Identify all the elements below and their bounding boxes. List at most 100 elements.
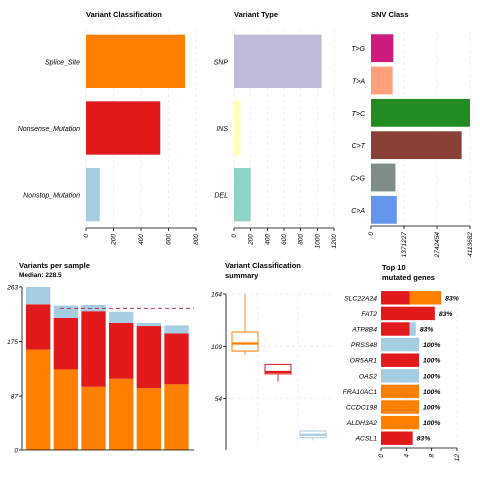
gene-label: ALDH3A2 <box>346 420 377 427</box>
x-tick-label: 800 <box>298 234 305 245</box>
stacked-bar-segment <box>136 322 162 327</box>
gene-bar-segment <box>409 322 416 336</box>
gene-bar-segment <box>381 322 410 336</box>
gene-label: CCDC198 <box>346 405 377 412</box>
percent-label: 83% <box>420 327 434 334</box>
snv-title: SNV Class <box>371 10 409 19</box>
percent-label: 83% <box>417 436 431 443</box>
gene-label: SLC22A24 <box>344 295 377 302</box>
vcs-subtitle: summary <box>225 271 259 280</box>
gene-bar-segment <box>381 337 419 352</box>
stacked-bar-segment <box>164 384 189 450</box>
y-tick-label: 0 <box>14 448 18 455</box>
gene-label: ATP8B4 <box>351 327 377 334</box>
percent-label: 100% <box>423 420 440 427</box>
x-tick-label: 200 <box>111 234 118 246</box>
x-tick-label: 200 <box>248 234 255 246</box>
x-tick-label: 12 <box>454 454 461 462</box>
x-tick-label: 4113682 <box>467 232 474 257</box>
stacked-bar-segment <box>53 369 79 450</box>
gene-bar-segment <box>381 400 419 414</box>
stacked-bar-segment <box>26 287 51 305</box>
x-tick-label: 4 <box>403 454 410 458</box>
stacked-bar-segment <box>81 386 106 450</box>
bar-t-a <box>371 66 393 95</box>
y-tick-label: 87 <box>11 394 19 401</box>
y-tick-label: 109 <box>211 344 222 351</box>
gene-bar-segment <box>381 353 419 367</box>
category-label: C>G <box>350 176 365 183</box>
vt-title: Variant Type <box>234 10 278 19</box>
x-tick-label: 0 <box>368 232 375 236</box>
x-tick-label: 1371227 <box>401 232 408 258</box>
bar-splice-site <box>86 34 185 88</box>
bar-ins <box>234 101 241 155</box>
bar-snp <box>234 34 322 88</box>
x-tick-label: 800 <box>193 234 200 245</box>
gene-label: PRSS48 <box>351 342 377 349</box>
stacked-bar-segment <box>136 388 162 450</box>
gene-bar-segment <box>381 291 410 305</box>
category-label: Splice_Site <box>45 59 80 66</box>
y-tick-label: 175 <box>7 339 18 346</box>
stacked-bar-segment <box>53 305 79 318</box>
category-label: T>G <box>351 46 365 53</box>
bar-t-c <box>371 98 470 127</box>
x-tick-label: 0 <box>378 454 385 458</box>
x-tick-label: 600 <box>281 234 288 245</box>
stacked-bar-segment <box>53 317 79 370</box>
box <box>264 363 292 375</box>
category-label: Nonsense_Mutation <box>18 126 80 133</box>
x-tick-label: 8 <box>429 454 436 458</box>
stacked-bar-segment <box>164 325 189 334</box>
bar-c-t <box>371 131 462 160</box>
x-tick-label: 0 <box>231 234 238 238</box>
gene-bar-segment <box>381 415 419 430</box>
percent-label: 83% <box>439 311 453 318</box>
category-label: Nonstop_Mutation <box>23 193 80 200</box>
stacked-bar-segment <box>81 311 106 387</box>
gene-bar-segment <box>381 306 435 321</box>
stacked-bar-segment <box>109 378 134 450</box>
vc-title: Variant Classification <box>86 10 162 19</box>
percent-label: 83% <box>445 295 459 302</box>
gene-bar-segment <box>409 291 442 305</box>
x-tick-label: 400 <box>138 234 145 245</box>
bar-c-g <box>371 163 396 192</box>
x-tick-label: 400 <box>264 234 271 245</box>
percent-label: 100% <box>423 405 440 412</box>
top10-subtitle: mutated genes <box>382 273 435 282</box>
stacked-bar-segment <box>136 326 162 389</box>
y-tick-label: 263 <box>6 285 18 292</box>
percent-label: 100% <box>423 373 440 380</box>
x-tick-label: 2742454 <box>434 232 441 259</box>
variant-classification-summary-panel: 54 109 164 <box>211 292 334 450</box>
vcs-title: Variant Classification <box>225 261 301 270</box>
category-label: INS <box>216 126 228 133</box>
gene-bar-segment <box>381 369 419 383</box>
percent-label: 100% <box>423 358 440 365</box>
box <box>231 331 259 352</box>
stacked-bar-segment <box>109 311 134 323</box>
y-tick-label: 164 <box>211 292 222 299</box>
x-tick-label: 600 <box>166 234 173 245</box>
percent-label: 100% <box>423 342 440 349</box>
category-label: T>A <box>352 79 365 86</box>
gene-label: FAT2 <box>361 311 377 318</box>
category-label: C>A <box>351 208 365 215</box>
bar-t-g <box>371 34 394 63</box>
variant-classification-panel: Splice_Site Nonsense_Mutation Nonstop_Muta… <box>18 28 200 246</box>
variants-per-sample-panel: 0 87 175 263 <box>6 285 194 455</box>
gene-label: OR5AR1 <box>350 358 377 365</box>
category-label: C>T <box>352 143 366 150</box>
gene-label: OAS2 <box>359 373 377 380</box>
percent-label: 100% <box>423 389 440 396</box>
stacked-bar-segment <box>26 349 51 450</box>
stacked-bar-segment <box>109 322 134 379</box>
snv-class-panel: T>G T>A T>C C>T C>G C>A 0 1371227 2742454 4113682 <box>350 32 474 258</box>
gene-label: FRA10AC1 <box>343 389 378 396</box>
bar-del <box>234 168 251 222</box>
stacked-bar-segment <box>81 304 106 312</box>
vps-title: Variants per sample <box>19 261 90 270</box>
